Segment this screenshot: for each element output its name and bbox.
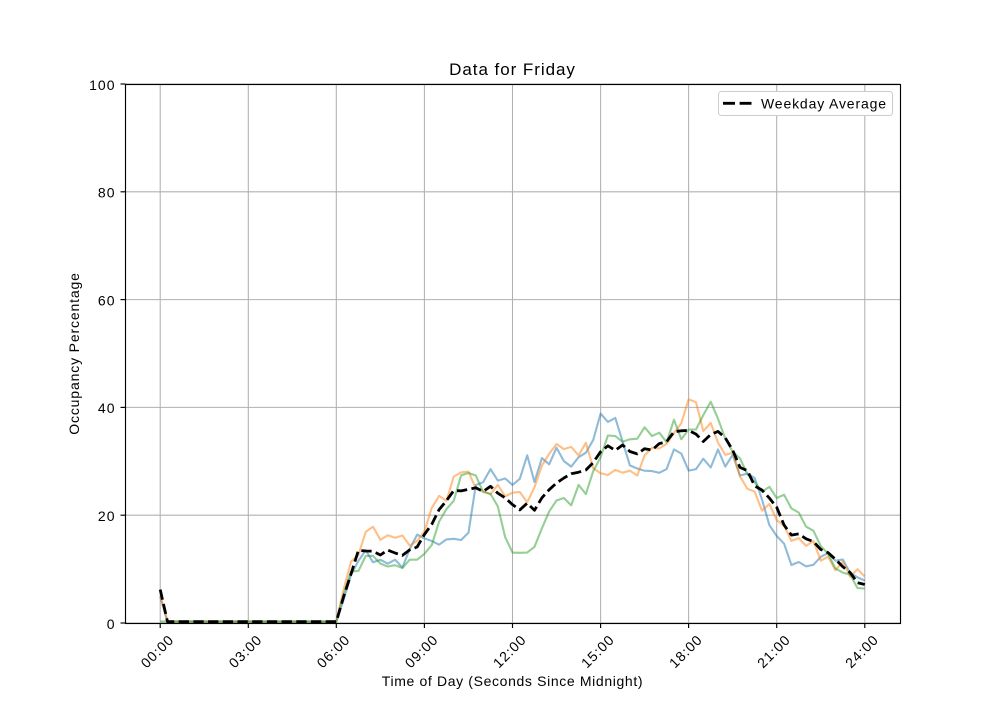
svg-text:Data for Friday: Data for Friday bbox=[449, 60, 576, 79]
svg-text:Weekday Average: Weekday Average bbox=[761, 95, 887, 111]
svg-text:0: 0 bbox=[107, 616, 116, 632]
svg-text:Time of Day (Seconds Since Mid: Time of Day (Seconds Since Midnight) bbox=[382, 673, 643, 689]
svg-text:80: 80 bbox=[98, 185, 116, 201]
svg-text:40: 40 bbox=[98, 400, 116, 416]
svg-text:100: 100 bbox=[89, 77, 115, 93]
svg-text:Occupancy Percentage: Occupancy Percentage bbox=[66, 272, 82, 435]
svg-text:60: 60 bbox=[98, 292, 116, 308]
svg-text:20: 20 bbox=[98, 508, 116, 524]
